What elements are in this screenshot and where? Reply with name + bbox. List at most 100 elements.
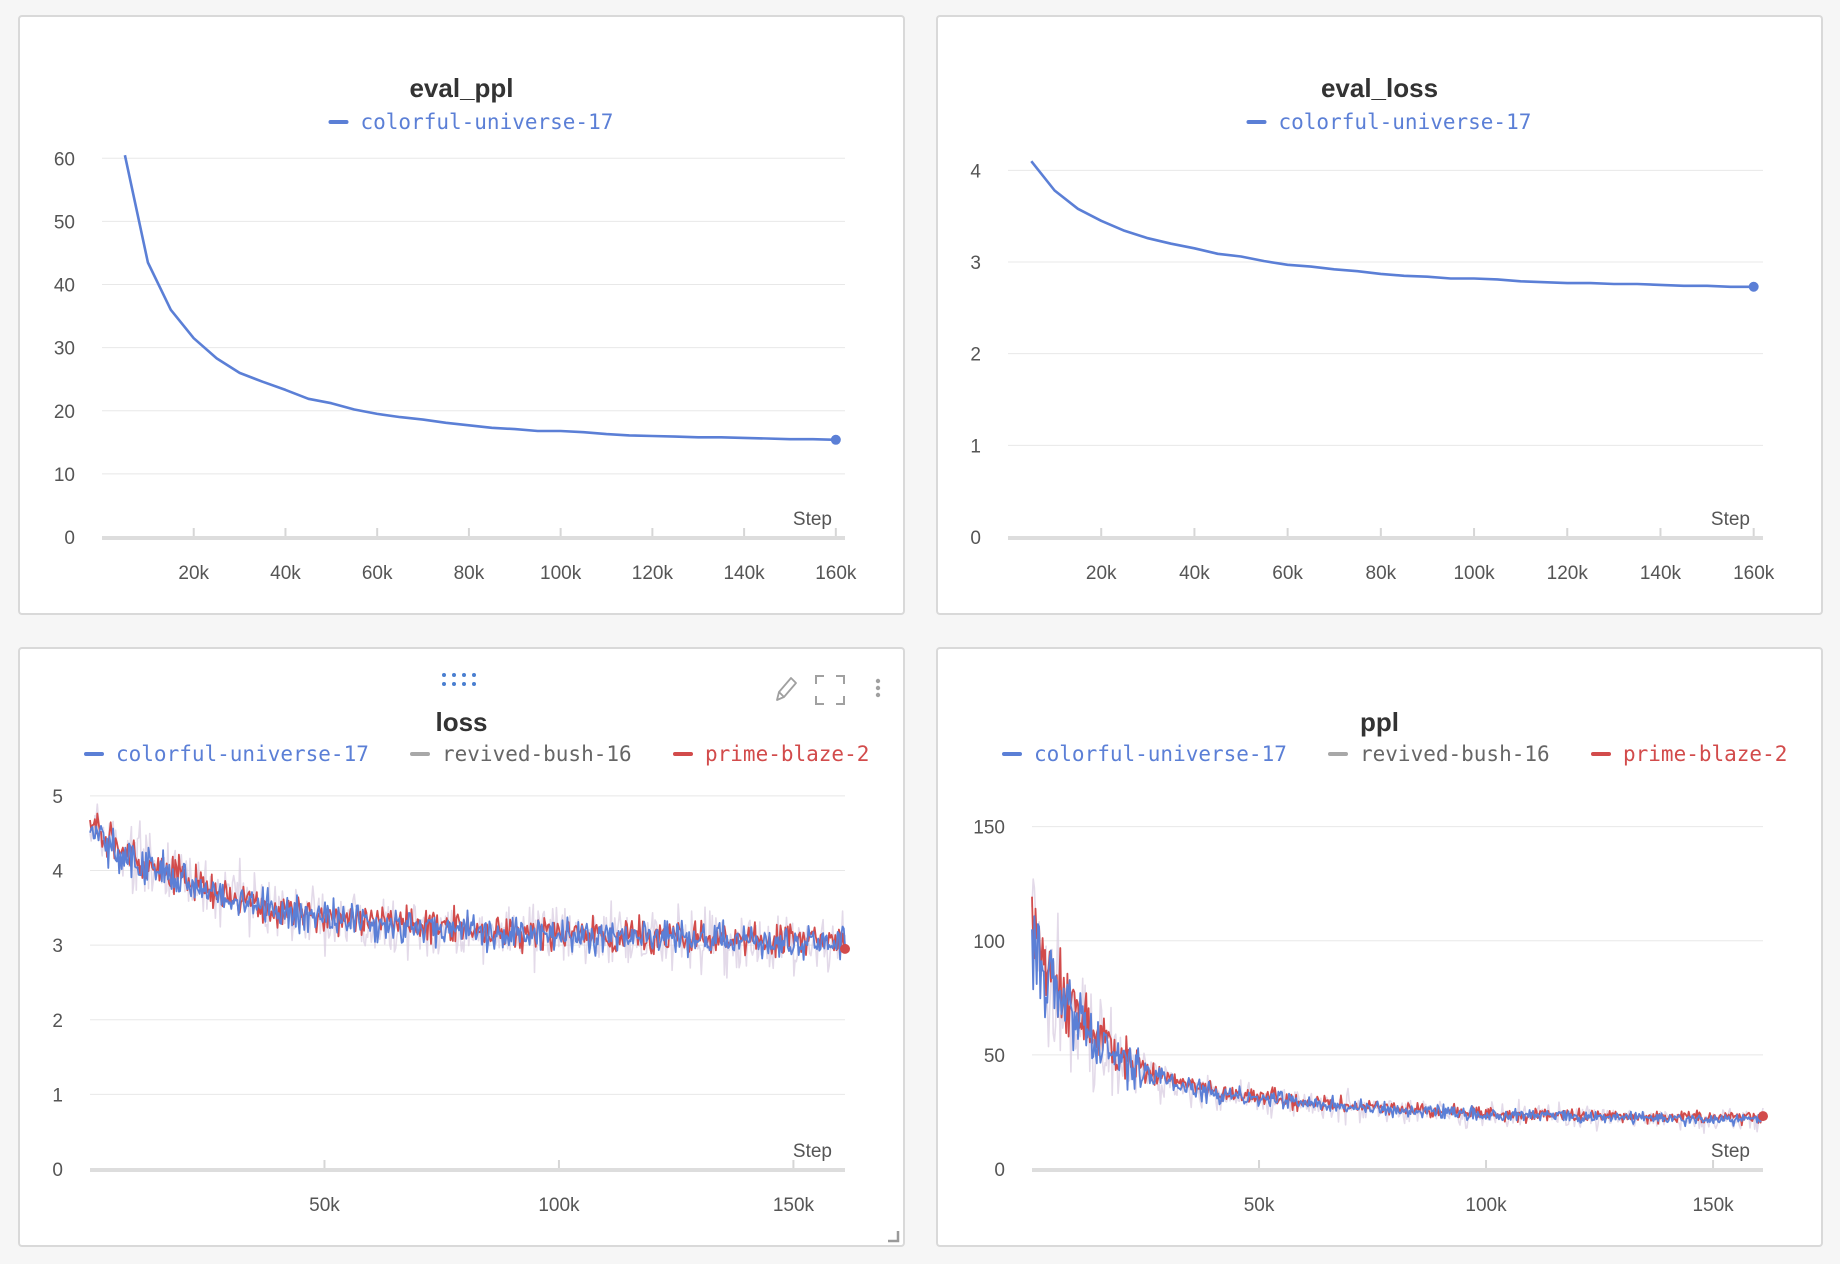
legend-item: colorful-universe-17 [1246,110,1532,134]
legend-item: revived-bush-16 [410,742,632,766]
y-tick-label: 4 [52,862,63,883]
resize-corner-icon [888,1231,900,1243]
y-tick-label: 3 [52,936,63,957]
x-tick-label: 140k [1640,563,1682,584]
legend-swatch [84,752,104,756]
drag-handle-glyph [442,673,476,686]
more-vertical-icon [875,678,881,698]
panel-menu-button[interactable] [872,675,884,703]
chart-loss: loss colorful-universe-17 revived-bush-16 p… [52,707,869,1216]
pencil-icon [776,677,797,701]
legend-swatch [1246,120,1267,124]
x-tick-label: 100k [1465,1195,1507,1216]
chart-title: eval_ppl [409,73,513,103]
y-tick-label: 4 [970,161,981,182]
x-tick-label: 50k [1244,1195,1275,1216]
series-line-prime-blaze-2 [89,812,846,959]
x-axis-label: Step [1711,509,1750,530]
x-tick-label: 20k [178,563,209,584]
series-line-prime-blaze-2 [1031,896,1764,1127]
x-tick-label: 120k [632,563,674,584]
chart-eval-ppl: eval_ppl colorful-universe-17 0 10 20 30 40 50 6… [54,73,857,584]
y-tick-label: 50 [54,212,75,233]
legend-swatch [1328,752,1348,756]
series-end-marker [830,434,841,445]
y-tick-label: 0 [64,528,75,549]
legend-item: revived-bush-16 [1328,742,1550,766]
y-tick-label: 3 [970,253,981,274]
legend-label: prime-blaze-2 [1623,742,1787,766]
x-tick-label: 40k [1179,563,1210,584]
y-tick-label: 50 [984,1046,1005,1067]
chart-eval-loss: eval_loss colorful-universe-17 0 1 2 3 4 20k 40k… [970,73,1775,584]
y-tick-label: 60 [54,149,75,170]
y-tick-label: 2 [52,1011,63,1032]
y-tick-label: 150 [973,818,1005,839]
x-tick-label: 140k [723,563,765,584]
x-axis-label: Step [793,1141,832,1162]
legend-swatch [1591,752,1611,756]
y-tick-label: 0 [970,528,981,549]
legend-item: colorful-universe-17 [328,110,614,134]
series-line-colorful-universe-17 [1031,915,1764,1128]
series-line-revived-bush-16 [1031,878,1764,1134]
legend-item: colorful-universe-17 [84,742,369,766]
legend-item: colorful-universe-17 [1002,742,1287,766]
x-tick-label: 160k [815,563,857,584]
x-tick-label: 80k [454,563,485,584]
x-tick-label: 160k [1733,563,1775,584]
legend-label: colorful-universe-17 [361,110,614,134]
resize-handle[interactable] [886,1229,900,1243]
series-line-colorful-universe-17 [1030,160,1754,289]
y-tick-label: 1 [970,436,981,457]
legend-swatch [328,120,349,124]
y-tick-label: 5 [52,787,63,808]
panel-eval-loss: eval_loss colorful-universe-17 0 1 2 3 4 20k 40k… [936,15,1823,615]
legend-label: revived-bush-16 [442,742,632,766]
x-tick-label: 20k [1086,563,1117,584]
series-end-marker [1748,281,1759,292]
legend-label: prime-blaze-2 [705,742,869,766]
x-tick-label: 60k [362,563,393,584]
x-tick-label: 150k [773,1195,815,1216]
x-tick-label: 40k [270,563,301,584]
series-line-colorful-universe-17 [123,154,836,442]
x-tick-label: 50k [309,1195,340,1216]
y-tick-label: 30 [54,339,75,360]
y-tick-label: 100 [973,932,1005,953]
legend-swatch [1002,752,1022,756]
y-tick-label: 40 [54,276,75,297]
series-line-colorful-universe-17 [89,825,846,961]
panel-loss: loss colorful-universe-17 revived-bush-16 p… [18,647,905,1247]
y-tick-label: 2 [970,345,981,366]
panel-eval-ppl: eval_ppl colorful-universe-17 0 10 20 30 40 50 6… [18,15,905,615]
chart-title: ppl [1360,707,1399,737]
series-end-marker [1758,1111,1768,1122]
x-tick-label: 80k [1366,563,1397,584]
fullscreen-button[interactable] [814,674,846,706]
chart-ppl: ppl colorful-universe-17 revived-bush-16 pr… [973,707,1787,1216]
y-tick-label: 0 [52,1160,63,1181]
x-tick-label: 100k [540,563,582,584]
panel-ppl: ppl colorful-universe-17 revived-bush-16 pr… [936,647,1823,1247]
legend-item: prime-blaze-2 [1591,742,1787,766]
x-tick-label: 100k [538,1195,580,1216]
x-tick-label: 150k [1692,1195,1734,1216]
drag-handle-icon[interactable] [438,671,488,689]
y-tick-label: 1 [52,1085,63,1106]
legend-label: colorful-universe-17 [1034,742,1287,766]
series-end-marker [840,943,850,954]
y-tick-label: 0 [994,1160,1005,1181]
x-axis-label: Step [1711,1141,1750,1162]
y-tick-label: 20 [54,402,75,423]
x-tick-label: 60k [1272,563,1303,584]
x-tick-label: 100k [1453,563,1495,584]
fullscreen-icon [815,675,845,705]
edit-panel-button[interactable] [772,674,798,704]
legend-label: colorful-universe-17 [116,742,369,766]
x-axis-label: Step [793,509,832,530]
legend-label: colorful-universe-17 [1279,110,1532,134]
chart-title: eval_loss [1321,73,1438,103]
legend-item: prime-blaze-2 [673,742,869,766]
legend-swatch [410,752,430,756]
